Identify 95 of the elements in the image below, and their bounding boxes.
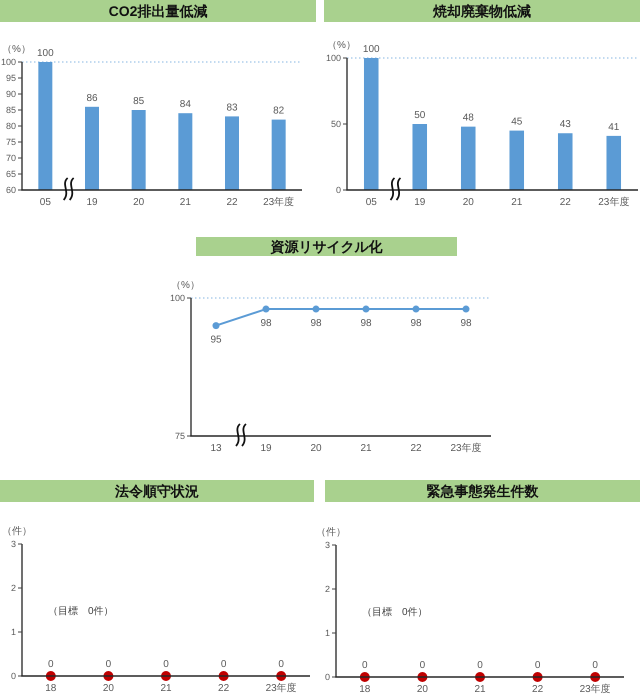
x-tick-label: 20 [462,197,474,208]
y-tick-label: 95 [6,73,16,83]
annotation: （目標 0件） [48,605,114,617]
data-label: 0 [278,659,284,670]
x-tick-label: 23年度 [263,196,294,208]
x-tick-label: 22 [218,683,230,694]
data-label: 0 [477,660,484,671]
x-tick-label: 21 [474,684,486,695]
y-tick-label: 65 [6,169,16,179]
x-tick-label: 23年度 [598,196,630,208]
x-tick-label: 21 [180,197,192,208]
data-label: 95 [210,334,222,346]
y-tick-label: 0 [324,672,330,682]
bar [412,124,428,190]
y-tick-label: 75 [6,137,16,147]
data-label: 98 [410,318,422,330]
x-tick-label: 18 [359,684,371,695]
annotation: （目標 0件） [362,606,428,618]
x-tick-label: 13 [210,443,222,454]
y-tick-label: 3 [10,539,16,549]
x-tick-label: 18 [45,683,57,694]
y-tick-label: 0 [336,185,341,195]
bar [509,130,524,190]
data-label: 0 [362,660,368,671]
y-axis-title: （%） [171,280,200,291]
y-tick-label: 75 [174,431,185,441]
y-tick-label: 100 [0,57,16,67]
y-axis-title: （件） [2,526,32,537]
y-tick-label: 3 [324,540,330,550]
data-label: 85 [133,96,145,107]
data-label: 41 [608,122,620,133]
data-label: 86 [86,92,98,104]
x-tick-label: 23年度 [266,682,297,694]
x-tick-label: 22 [410,443,422,454]
data-label: 100 [36,48,54,59]
data-label: 98 [360,318,372,330]
y-axis-title: （%） [2,44,31,55]
data-label: 98 [460,318,472,330]
y-tick-label: 1 [10,627,16,637]
data-label: 84 [180,99,192,110]
x-tick-label: 20 [310,443,322,454]
x-tick-label: 21 [511,197,523,208]
y-tick-label: 85 [6,105,16,115]
data-label: 82 [273,106,285,117]
x-tick-label: 21 [360,443,372,454]
data-label: 0 [592,660,598,671]
data-label: 0 [163,659,170,670]
y-tick-label: 1 [324,628,330,638]
y-tick-label: 100 [326,53,341,63]
data-label: 0 [420,660,426,671]
y-tick-label: 70 [6,153,16,163]
chart-title: 緊急事態発生件数 [426,483,540,499]
x-tick-label: 19 [86,197,98,208]
x-tick-label: 23年度 [450,442,482,454]
x-tick-label: 22 [226,197,238,208]
data-label: 50 [414,110,426,121]
data-label: 0 [48,659,54,670]
x-tick-label: 23年度 [580,683,611,695]
y-tick-label: 2 [324,584,330,594]
data-label: 100 [362,44,380,55]
y-axis-title: （%） [327,40,356,51]
y-tick-label: 90 [6,89,16,99]
y-tick-label: 80 [6,121,16,131]
x-tick-label: 20 [416,684,428,695]
y-tick-label: 50 [330,119,341,129]
chart-title: CO2排出量低減 [108,3,208,19]
data-label: 0 [534,660,541,671]
x-tick-label: 20 [102,683,114,694]
x-tick-label: 05 [366,197,378,208]
data-label: 98 [310,318,322,330]
bar [558,133,573,190]
y-tick-label: 2 [10,583,16,593]
data-label: 43 [560,119,572,130]
x-tick-label: 19 [260,443,272,454]
y-axis-title: （件） [316,527,346,538]
x-tick-label: 22 [532,684,544,695]
bar [460,126,476,190]
y-tick-label: 0 [10,671,16,681]
bar [364,58,379,190]
data-label: 0 [220,659,227,670]
data-label: 48 [462,112,474,124]
chart-title: 資源リサイクル化 [270,238,384,254]
data-label: 98 [260,318,272,330]
x-tick-label: 21 [160,683,172,694]
data-label: 0 [106,659,112,670]
x-tick-label: 05 [40,197,52,208]
chart-title: 法令順守状況 [114,483,199,499]
bar [606,136,622,190]
data-label: 83 [226,102,238,114]
chart-title: 焼却廃棄物低減 [432,3,531,19]
x-tick-label: 20 [133,197,145,208]
x-tick-label: 22 [560,197,572,208]
x-tick-label: 19 [414,197,426,208]
data-label: 45 [511,116,523,128]
y-tick-label: 60 [6,185,16,195]
